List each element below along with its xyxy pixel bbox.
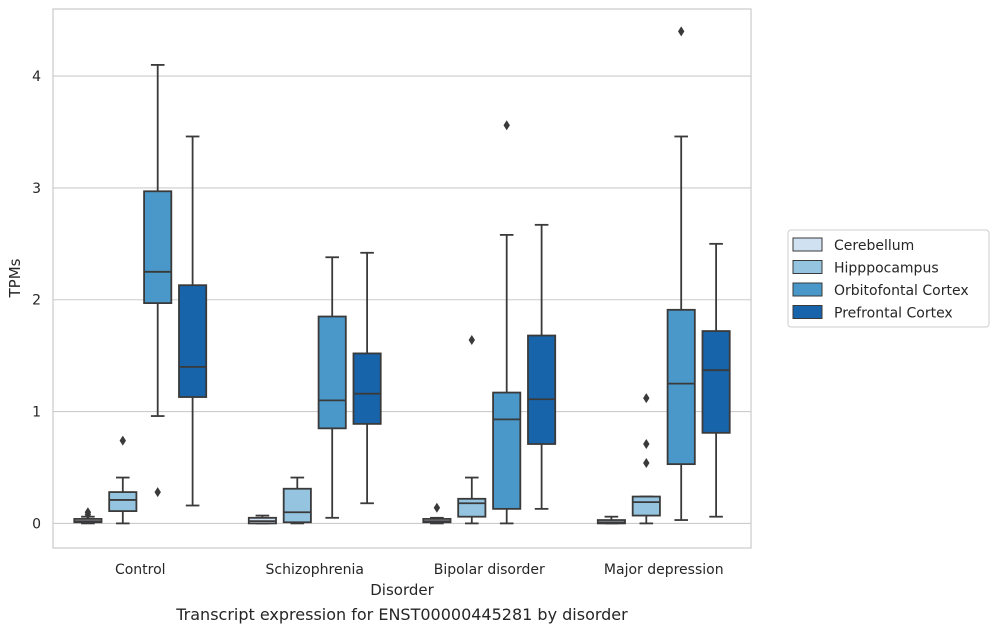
box-group: [492, 120, 522, 525]
iqr-box: [317, 315, 347, 430]
box-group: [282, 476, 312, 525]
outlier-point: [154, 487, 161, 498]
box-group: [527, 223, 557, 510]
iqr-box: [492, 391, 522, 510]
box-group: [457, 335, 487, 525]
y-axis-label: TPMs: [6, 258, 24, 298]
box-group: [422, 502, 452, 525]
x-tick-label: Schizophrenia: [266, 562, 364, 578]
iqr-box: [108, 491, 138, 512]
figure-caption: Transcript expression for ENST0000044528…: [176, 605, 628, 624]
box-group: [247, 514, 277, 525]
x-tick-label: Major depression: [604, 562, 724, 578]
y-tick-label: 4: [32, 69, 41, 85]
box-group: [701, 242, 731, 518]
box-group: [178, 135, 208, 507]
y-tick-label: 3: [32, 181, 41, 197]
outlier-point: [468, 335, 475, 346]
box-group: [317, 256, 347, 519]
legend-swatch: [792, 305, 823, 319]
iqr-box: [178, 284, 208, 398]
legend-swatch: [792, 237, 823, 252]
legend-label: Hipppocampus: [834, 261, 939, 277]
iqr-box: [282, 487, 312, 524]
x-tick-label: Bipolar disorder: [434, 562, 545, 578]
outlier-point: [503, 120, 510, 131]
outlier-point: [643, 393, 650, 404]
legend-swatch: [792, 282, 823, 297]
box-group: [352, 251, 382, 505]
x-axis-label: Disorder: [370, 581, 434, 599]
box-group: [108, 435, 138, 525]
plot-frame: [52, 8, 752, 549]
iqr-box: [457, 497, 487, 518]
outlier-point: [84, 507, 92, 518]
y-tick-label: 2: [32, 293, 41, 309]
legend-frame: [787, 229, 990, 328]
legend: Cerebellum Hipppocampus Orbitofontal Corte…: [787, 229, 990, 328]
outlier-point: [643, 439, 650, 450]
legend-swatch: [792, 260, 823, 274]
box-group: [73, 507, 103, 525]
legend-label: Prefrontal Cortex: [834, 306, 953, 322]
iqr-box: [143, 190, 173, 305]
iqr-box: [352, 352, 382, 425]
outlier-point: [119, 435, 126, 446]
y-tick-labels: 0 1 2 3 4: [32, 69, 41, 532]
iqr-box: [631, 495, 661, 517]
outlier-point: [433, 502, 441, 513]
box-group: [631, 393, 661, 525]
box-group: [596, 515, 626, 525]
x-tick-labels: Control Schizophrenia Bipolar disorder Majo…: [115, 562, 724, 578]
outlier-point: [643, 458, 650, 469]
legend-label: Orbitofontal Cortex: [834, 283, 969, 299]
iqr-box: [701, 330, 731, 434]
legend-label: Cerebellum: [834, 238, 914, 254]
outlier-point: [678, 26, 685, 37]
box-plots: [73, 26, 731, 525]
y-tick-label: 1: [32, 405, 41, 421]
iqr-box: [666, 308, 696, 466]
box-group: [666, 26, 696, 521]
iqr-box: [527, 334, 557, 445]
box-group: [143, 64, 173, 498]
y-tick-label: 0: [32, 516, 41, 532]
x-tick-label: Control: [115, 562, 166, 578]
